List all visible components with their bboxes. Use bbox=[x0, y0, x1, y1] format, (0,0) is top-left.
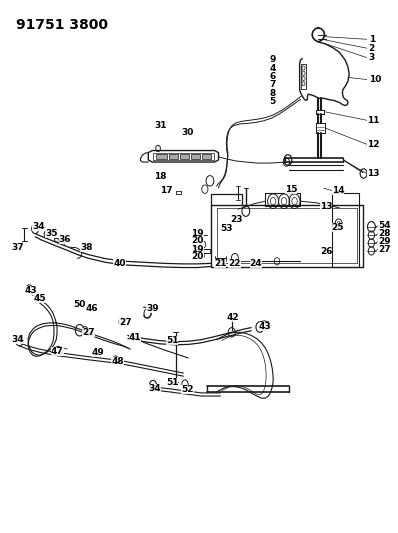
Text: 19: 19 bbox=[191, 245, 204, 254]
Text: 34: 34 bbox=[33, 222, 45, 231]
Text: 25: 25 bbox=[332, 223, 344, 232]
Text: 10: 10 bbox=[369, 75, 381, 84]
Text: 51: 51 bbox=[166, 336, 178, 345]
Text: 7: 7 bbox=[269, 80, 275, 89]
Text: 51: 51 bbox=[166, 378, 178, 387]
Text: 13: 13 bbox=[367, 169, 379, 178]
Text: 43: 43 bbox=[24, 286, 37, 295]
Text: 22: 22 bbox=[228, 259, 241, 268]
Text: 4: 4 bbox=[269, 63, 275, 72]
Text: 37: 37 bbox=[12, 243, 24, 252]
Bar bbox=[156, 154, 167, 159]
Text: 43: 43 bbox=[259, 322, 271, 331]
Text: 23: 23 bbox=[230, 215, 243, 224]
Text: 2: 2 bbox=[369, 44, 375, 53]
Bar bbox=[180, 154, 189, 159]
Text: 49: 49 bbox=[92, 348, 105, 357]
Text: 52: 52 bbox=[181, 385, 194, 394]
Text: 20: 20 bbox=[191, 252, 203, 261]
Text: 6: 6 bbox=[269, 72, 275, 81]
Text: 47: 47 bbox=[51, 346, 64, 356]
Text: 19: 19 bbox=[191, 229, 204, 238]
Text: 26: 26 bbox=[320, 247, 332, 256]
Text: 48: 48 bbox=[111, 357, 124, 366]
Text: 41: 41 bbox=[129, 333, 141, 342]
Text: 46: 46 bbox=[86, 304, 99, 313]
Text: 91751 3800: 91751 3800 bbox=[16, 19, 108, 33]
Text: 13: 13 bbox=[320, 203, 332, 212]
Text: 24: 24 bbox=[250, 259, 262, 268]
Text: 18: 18 bbox=[154, 172, 167, 181]
Text: 35: 35 bbox=[45, 229, 57, 238]
Text: 36: 36 bbox=[59, 235, 71, 244]
Text: 8: 8 bbox=[269, 88, 275, 98]
Text: 21: 21 bbox=[214, 259, 226, 268]
Text: 11: 11 bbox=[367, 116, 379, 125]
Bar bbox=[202, 154, 211, 159]
Text: 42: 42 bbox=[226, 313, 239, 322]
Text: 53: 53 bbox=[220, 224, 233, 233]
Text: 39: 39 bbox=[146, 304, 159, 313]
Text: 29: 29 bbox=[378, 237, 391, 246]
Text: 9: 9 bbox=[269, 55, 275, 64]
Text: 45: 45 bbox=[33, 294, 46, 303]
Text: 34: 34 bbox=[148, 384, 161, 393]
Bar bbox=[170, 154, 178, 159]
Text: 31: 31 bbox=[154, 121, 167, 130]
Text: 5: 5 bbox=[269, 97, 275, 106]
Text: 40: 40 bbox=[113, 260, 126, 269]
Text: 3: 3 bbox=[369, 53, 375, 62]
Text: 50: 50 bbox=[73, 300, 86, 309]
Text: 27: 27 bbox=[82, 328, 95, 337]
Text: 34: 34 bbox=[11, 335, 23, 344]
Text: 1: 1 bbox=[369, 35, 375, 44]
Text: 54: 54 bbox=[378, 221, 391, 230]
Text: 20: 20 bbox=[191, 237, 203, 245]
Text: 27: 27 bbox=[119, 318, 132, 327]
Text: 12: 12 bbox=[367, 140, 379, 149]
Text: 17: 17 bbox=[160, 186, 173, 195]
Text: 30: 30 bbox=[181, 128, 194, 137]
Text: 27: 27 bbox=[378, 245, 391, 254]
Text: 38: 38 bbox=[80, 243, 93, 252]
Text: 14: 14 bbox=[332, 186, 344, 195]
Bar bbox=[191, 154, 200, 159]
Text: 28: 28 bbox=[378, 229, 391, 238]
Text: 15: 15 bbox=[285, 185, 297, 193]
